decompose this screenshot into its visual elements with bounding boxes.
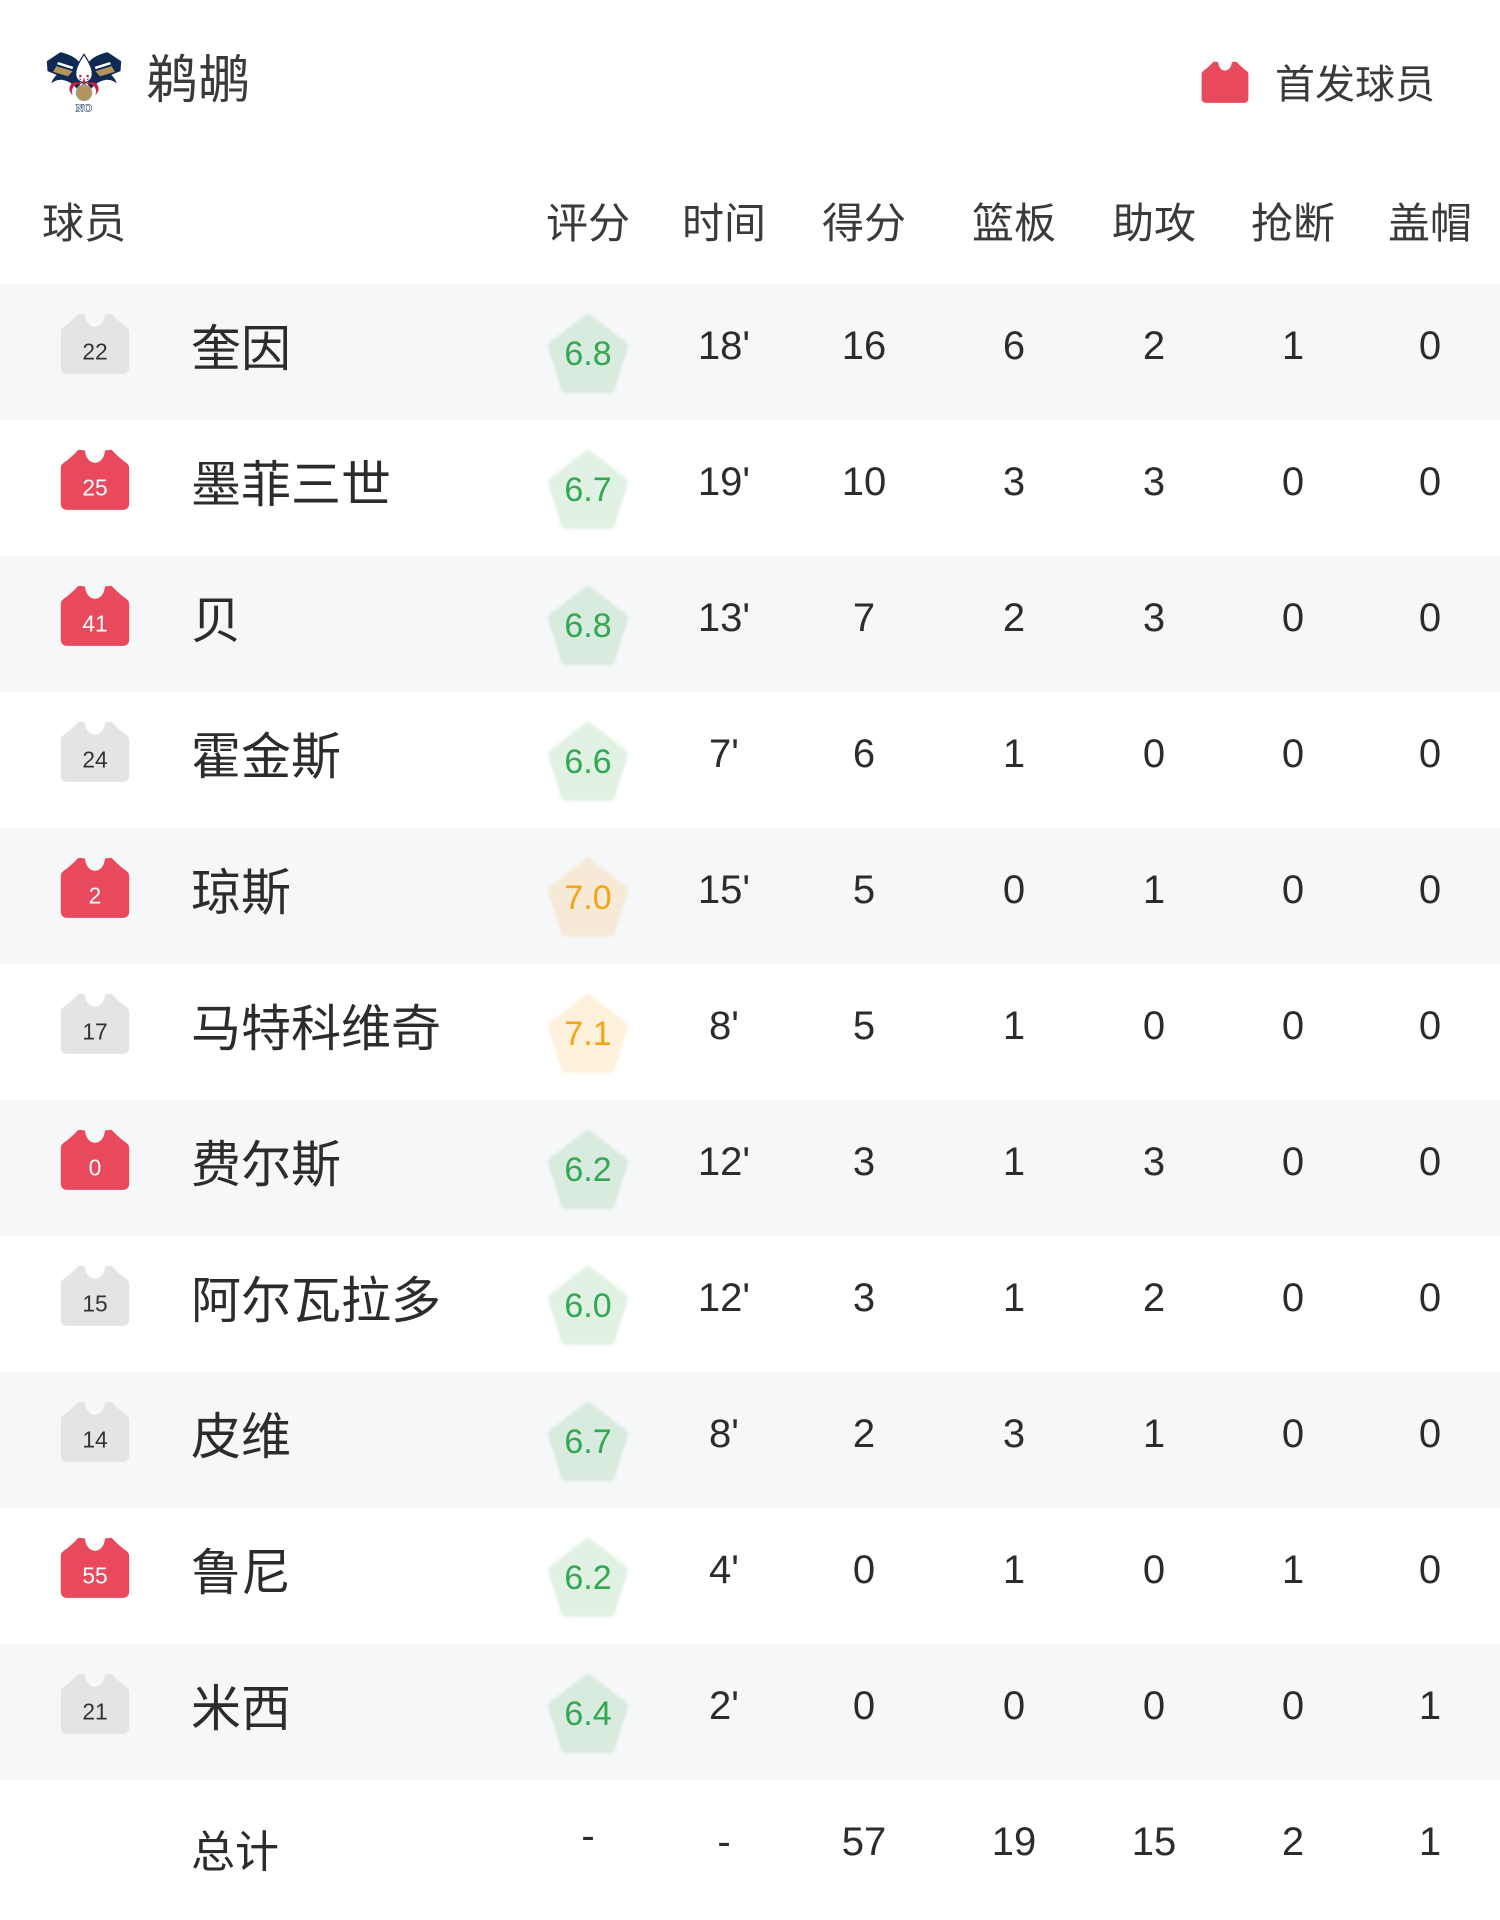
svg-text:41: 41 — [82, 610, 107, 636]
svg-text:2: 2 — [89, 882, 102, 908]
svg-text:24: 24 — [82, 746, 108, 772]
svg-text:0: 0 — [89, 1154, 102, 1180]
svg-text:15: 15 — [82, 1290, 107, 1316]
svg-text:17: 17 — [82, 1018, 107, 1044]
svg-text:14: 14 — [82, 1426, 108, 1452]
svg-text:55: 55 — [82, 1562, 107, 1588]
svg-text:NO: NO — [76, 103, 92, 114]
svg-text:21: 21 — [82, 1698, 107, 1724]
svg-text:25: 25 — [82, 474, 107, 500]
svg-text:22: 22 — [82, 338, 107, 364]
